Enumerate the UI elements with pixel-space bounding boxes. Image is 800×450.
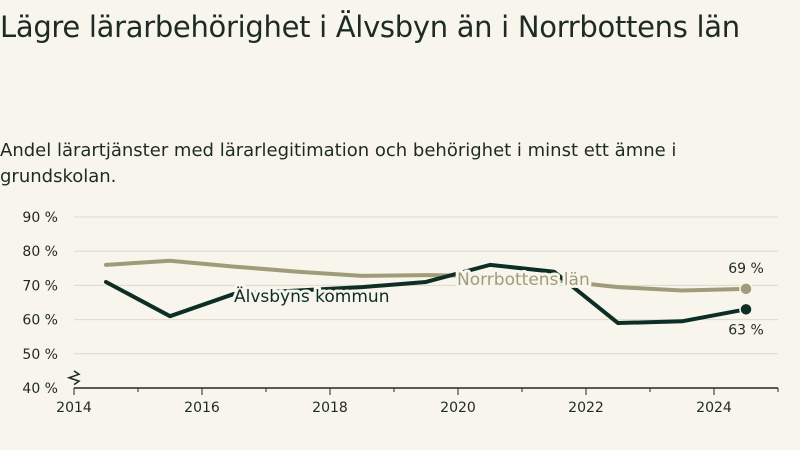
x-tick-label: 2018: [312, 400, 348, 416]
series-labels: Älvsbyns kommun Norrbottens län 69 % 63 %: [231, 261, 764, 339]
series-lines: [104, 258, 753, 326]
y-tick-label: 40 %: [22, 381, 58, 397]
y-tick-label: 90 %: [22, 210, 58, 226]
norrbotten-end-value: 69 %: [728, 261, 764, 277]
y-tick-label: 50 %: [22, 347, 58, 363]
alvsbyn-end-point: [739, 302, 753, 317]
chart-title: Lägre lärarbehörighet i Älvsbyn än i Nor…: [0, 10, 740, 44]
x-axis: 2014 2016 2018 2020 2022 2024: [56, 387, 779, 416]
line-chart: 40 % 50 % 60 % 70 % 80 % 90 % 2014 2016 2018 202…: [22, 210, 779, 416]
alvsbyn-line: [104, 262, 748, 326]
x-tick-label: 2014: [56, 400, 92, 416]
y-tick-label: 80 %: [22, 244, 58, 260]
axis-break-icon: [66, 370, 81, 386]
x-tick-label: 2022: [568, 400, 604, 416]
x-tick-label: 2020: [440, 400, 476, 416]
y-tick-label: 70 %: [22, 278, 58, 294]
alvsbyn-end-value: 63 %: [728, 322, 764, 338]
y-tick-label: 60 %: [22, 313, 58, 329]
alvsbyn-series-label: Älvsbyns kommun: [234, 286, 389, 307]
x-tick-label: 2024: [696, 400, 732, 416]
chart-subtitle: Andel lärartjänster med lärarlegitimatio…: [0, 140, 677, 187]
norrbotten-series-label: Norrbottens län: [457, 270, 590, 290]
y-axis-ticks: 40 % 50 % 60 % 70 % 80 % 90 %: [22, 210, 81, 397]
norrbotten-end-point: [739, 282, 753, 296]
x-tick-label: 2016: [184, 400, 220, 416]
grid-lines: [74, 216, 778, 355]
norrbotten-line: [104, 258, 748, 293]
